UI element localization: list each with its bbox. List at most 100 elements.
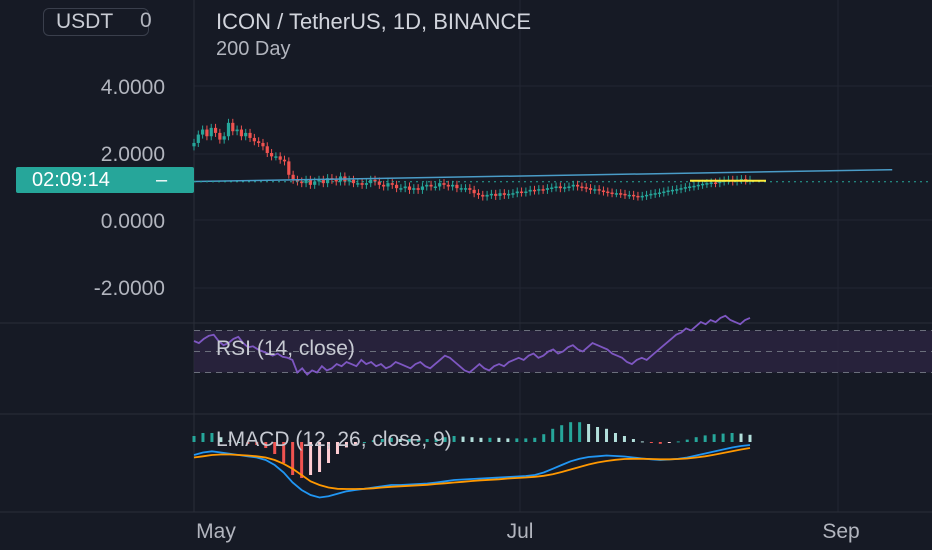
candle-body <box>407 186 412 190</box>
candle-body <box>657 192 662 195</box>
candle-body <box>666 190 670 193</box>
histogram-bar <box>569 422 573 442</box>
candle-body <box>632 194 636 197</box>
histogram-bar <box>703 435 707 442</box>
candle-body <box>683 187 687 189</box>
histogram-bar <box>694 437 698 442</box>
candle-body <box>209 127 213 137</box>
candle-body <box>541 189 545 191</box>
candle-body <box>429 184 433 187</box>
candle-body <box>670 189 675 192</box>
candle-body <box>386 183 390 187</box>
candle-body <box>545 188 550 190</box>
candle-body <box>416 188 420 190</box>
price-marker-dash: – <box>156 169 168 191</box>
candle-body <box>606 191 610 194</box>
candle-body <box>511 193 515 195</box>
histogram-bar <box>309 442 313 475</box>
candle-body <box>636 195 640 198</box>
candle-body <box>433 186 437 188</box>
candle-body <box>248 132 252 138</box>
candle-body <box>360 183 364 185</box>
histogram-bar <box>461 436 465 442</box>
candle-body <box>696 184 700 187</box>
candle-body <box>442 183 446 185</box>
currency-label[interactable]: USDT <box>43 8 149 36</box>
histogram-bar <box>605 428 609 442</box>
candle-body <box>494 193 498 196</box>
candle-body <box>463 188 468 190</box>
trendline-label: 200 Day <box>216 38 291 60</box>
lmacd-title: LMACD (12, 26, close, 9) <box>216 428 452 451</box>
candle-body <box>619 193 623 195</box>
histogram-bar <box>318 442 322 472</box>
candle-body <box>451 184 455 187</box>
histogram-bar <box>533 437 537 442</box>
candle-body <box>567 186 571 188</box>
candle-body <box>420 186 425 190</box>
histogram-bar <box>371 440 375 442</box>
y-tick-label: 4.0000 <box>101 76 165 99</box>
histogram-bar <box>515 438 519 442</box>
histogram-bar <box>300 442 304 478</box>
candle-body <box>313 181 317 185</box>
candle-body <box>373 179 377 182</box>
candle-body <box>235 129 239 132</box>
candle-body <box>295 179 300 182</box>
y-tick-label: -2.0000 <box>94 277 165 300</box>
x-tick-label: May <box>196 520 236 543</box>
candle-body <box>649 193 653 196</box>
lmacd-line <box>193 444 751 499</box>
candle-body <box>196 134 200 143</box>
candle-body <box>244 132 248 137</box>
histogram-bar <box>210 433 214 442</box>
candle-body <box>304 179 308 184</box>
histogram-bar <box>380 439 384 442</box>
candle-body <box>326 178 330 184</box>
histogram-bar <box>434 438 438 442</box>
histogram-bar <box>721 433 725 442</box>
histogram-bar <box>730 433 734 442</box>
candle-body <box>537 189 541 191</box>
candle-body <box>519 191 524 194</box>
histogram-bar <box>587 424 591 442</box>
histogram-bar <box>667 442 671 443</box>
signal-line <box>193 447 751 490</box>
histogram-bar <box>416 439 420 442</box>
candle-body <box>532 189 537 192</box>
candle-body <box>222 136 226 140</box>
candle-body <box>274 156 278 158</box>
candle-body <box>679 188 683 190</box>
candle-body <box>213 127 218 133</box>
candle-body <box>226 122 231 137</box>
candle-body <box>205 129 209 137</box>
histogram-bar <box>640 441 644 443</box>
candle-body <box>653 193 657 195</box>
candle-body <box>554 186 558 188</box>
histogram-bar <box>685 439 689 442</box>
candle-body <box>481 194 485 197</box>
candle-body <box>485 194 489 197</box>
histogram-bar <box>551 428 555 442</box>
histogram-bar <box>344 442 348 448</box>
histogram-bar <box>506 438 510 442</box>
candle-body <box>507 193 511 196</box>
candle-body <box>709 182 713 184</box>
countdown-text: 02:09:14 <box>32 169 110 191</box>
candle-body <box>287 161 291 175</box>
candle-body <box>502 193 506 195</box>
candle-body <box>291 174 295 180</box>
candle-body <box>558 186 562 189</box>
candle-body <box>597 189 601 191</box>
candle-body <box>446 184 450 187</box>
histogram-bar <box>649 442 653 443</box>
candle-body <box>394 184 399 189</box>
candle-body <box>601 190 606 193</box>
histogram-bar <box>335 442 339 454</box>
histogram-bar <box>228 440 232 442</box>
histogram-bar <box>560 425 564 442</box>
candle-body <box>455 184 459 189</box>
histogram-bar <box>497 437 501 442</box>
candle-body <box>369 179 373 184</box>
